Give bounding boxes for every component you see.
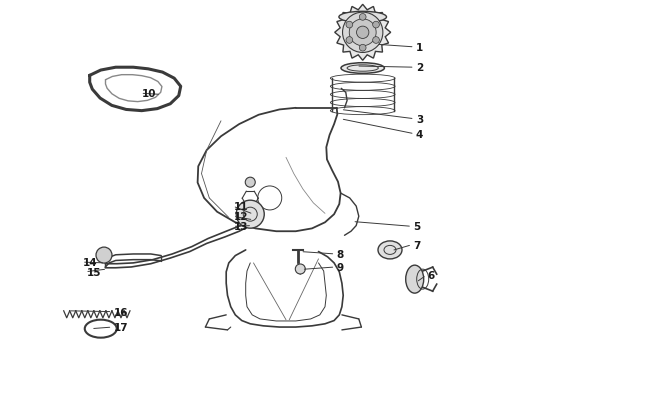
Ellipse shape (341, 64, 384, 74)
Polygon shape (335, 5, 391, 61)
Ellipse shape (339, 12, 387, 23)
Text: 15: 15 (86, 267, 101, 277)
Text: 14: 14 (83, 258, 98, 267)
Circle shape (245, 178, 255, 188)
Text: 6: 6 (428, 271, 435, 280)
Text: 10: 10 (142, 89, 156, 99)
Text: 12: 12 (234, 212, 248, 222)
Text: 4: 4 (416, 130, 423, 139)
Ellipse shape (406, 266, 424, 293)
Circle shape (372, 22, 380, 29)
Text: 3: 3 (416, 115, 423, 124)
Text: 1: 1 (416, 43, 423, 53)
Circle shape (357, 27, 369, 39)
Text: 11: 11 (234, 202, 248, 211)
Circle shape (236, 201, 265, 228)
Text: 8: 8 (337, 249, 344, 259)
Text: 7: 7 (413, 240, 421, 250)
Circle shape (346, 22, 353, 29)
Text: 9: 9 (337, 262, 344, 272)
Circle shape (96, 247, 112, 263)
Circle shape (349, 20, 376, 47)
Text: 16: 16 (114, 307, 128, 317)
Text: 17: 17 (114, 322, 129, 332)
Text: 5: 5 (413, 222, 421, 232)
Text: 13: 13 (234, 222, 248, 232)
Text: 2: 2 (416, 63, 423, 73)
Ellipse shape (378, 241, 402, 259)
Circle shape (372, 38, 380, 44)
Circle shape (346, 38, 353, 44)
Circle shape (343, 13, 383, 53)
Circle shape (359, 15, 366, 21)
Circle shape (359, 45, 366, 52)
Circle shape (295, 264, 306, 274)
